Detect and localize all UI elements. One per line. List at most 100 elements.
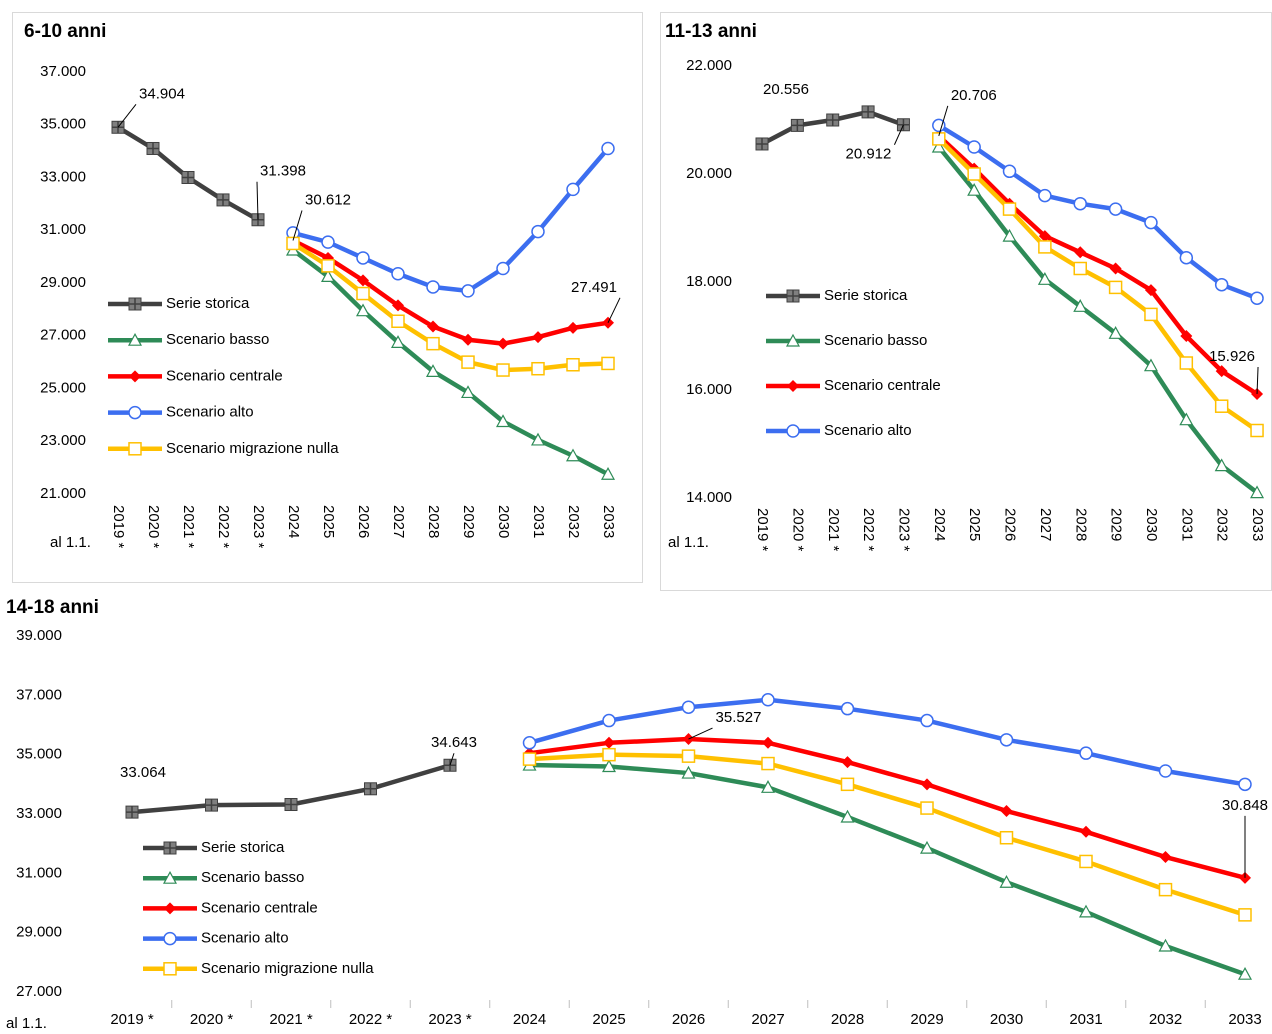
marker: [920, 801, 934, 815]
marker-cross: [217, 193, 229, 206]
x-tick-label: 2032: [1214, 508, 1231, 541]
marker: [1144, 284, 1157, 297]
marker: [1159, 851, 1172, 864]
x-tick-label: 2023 *: [428, 1011, 472, 1028]
marker: [425, 364, 441, 377]
marker: [496, 363, 510, 377]
x-tick-label: 2028: [1072, 508, 1089, 541]
y-tick-label: 29.000: [40, 274, 86, 291]
marker-cross: [147, 142, 159, 155]
marker: [760, 780, 776, 793]
marker: [1108, 280, 1123, 295]
x-tick-label: 2019 *: [754, 508, 771, 552]
marker: [1158, 882, 1173, 897]
marker: [1108, 202, 1123, 216]
x-tick-label: 2029: [910, 1011, 943, 1028]
series-line: [937, 123, 1258, 301]
marker: [496, 261, 510, 276]
marker: [1080, 825, 1092, 838]
x-tick-label: 2020 *: [145, 505, 162, 549]
y-tick-label: 33.000: [16, 805, 62, 822]
leader-line: [292, 210, 303, 241]
marker: [128, 405, 142, 420]
y-tick-label: 18.000: [686, 273, 732, 290]
marker: [1143, 358, 1158, 372]
x-tick-label: 2031: [530, 505, 547, 538]
x-tick-label: 2022 *: [215, 505, 232, 549]
marker: [1073, 196, 1087, 211]
marker: [1108, 326, 1123, 339]
x-tick-label: 2024: [513, 1011, 546, 1028]
marker: [162, 870, 178, 884]
legend-label: Scenario basso: [201, 869, 304, 886]
marker: [921, 778, 933, 791]
series-line: [937, 137, 1259, 433]
y-tick-label: 29.000: [16, 924, 62, 941]
legend-label: Serie storica: [201, 839, 285, 856]
marker: [602, 713, 616, 728]
y-tick-label: 35.000: [16, 746, 62, 763]
x-tick-label: 2026: [672, 1011, 705, 1028]
x-tick-label: 2021 *: [180, 505, 197, 549]
x-tick-label: 2019 *: [110, 1011, 154, 1028]
marker: [999, 830, 1014, 845]
marker: [460, 385, 476, 399]
data-label: 30.612: [305, 191, 351, 208]
marker: [787, 380, 799, 392]
x-tick-label: 2028: [425, 505, 442, 538]
marker-cross: [756, 137, 768, 150]
data-label: 33.064: [120, 764, 166, 781]
x-tick-label: 2025: [592, 1011, 625, 1028]
x-tick-label: 2025: [966, 508, 983, 541]
marker: [1000, 805, 1013, 818]
series-line: [291, 248, 610, 477]
marker: [1214, 458, 1229, 472]
legend-label: Scenario centrale: [166, 367, 283, 384]
legend-label: Scenario alto: [166, 404, 254, 421]
leader-line: [256, 181, 259, 220]
marker: [286, 236, 300, 251]
marker: [357, 274, 369, 287]
marker: [603, 736, 615, 749]
marker: [1214, 277, 1229, 292]
marker: [601, 141, 615, 156]
marker: [840, 809, 855, 823]
marker-cross: [129, 298, 141, 310]
x-tick-label: 2026: [355, 505, 372, 538]
marker: [531, 361, 545, 376]
marker: [164, 902, 176, 915]
marker-cross: [826, 114, 839, 126]
series-line: [292, 147, 610, 294]
marker: [681, 749, 696, 763]
leader-line: [688, 727, 713, 740]
x-tick-label: 2027: [1037, 508, 1054, 541]
series-line: [291, 241, 609, 373]
data-label: 20.556: [763, 81, 809, 98]
marker: [999, 733, 1014, 747]
marker: [1250, 485, 1265, 499]
x-tick-label: 2020 *: [789, 508, 806, 552]
y-tick-label: 22.000: [686, 57, 732, 74]
marker: [967, 167, 981, 181]
marker: [1002, 164, 1017, 179]
marker: [601, 759, 617, 773]
data-label: 31.398: [260, 163, 306, 180]
series-line: [529, 752, 1246, 918]
chart: 14-18 anni 27.000 29.000 31.000 33.000 35.000…: [6, 597, 1268, 1032]
x-tick-label: 2030: [495, 505, 512, 538]
marker: [129, 370, 141, 383]
panel-border: [12, 12, 643, 583]
marker-cross: [205, 799, 218, 812]
marker: [1144, 307, 1158, 322]
marker: [566, 358, 580, 372]
x-tick-label: 2021 *: [825, 508, 842, 552]
x-tick-label: 2021 *: [269, 1011, 313, 1028]
x-tick-label: 2026: [1002, 508, 1019, 541]
marker: [1074, 246, 1087, 259]
x-tick-label: 2027: [390, 505, 407, 538]
marker: [785, 333, 801, 347]
marker: [602, 747, 616, 762]
x-tick-label: 2022 *: [349, 1011, 393, 1028]
legend-label: Serie storica: [824, 287, 908, 304]
marker: [461, 284, 475, 298]
